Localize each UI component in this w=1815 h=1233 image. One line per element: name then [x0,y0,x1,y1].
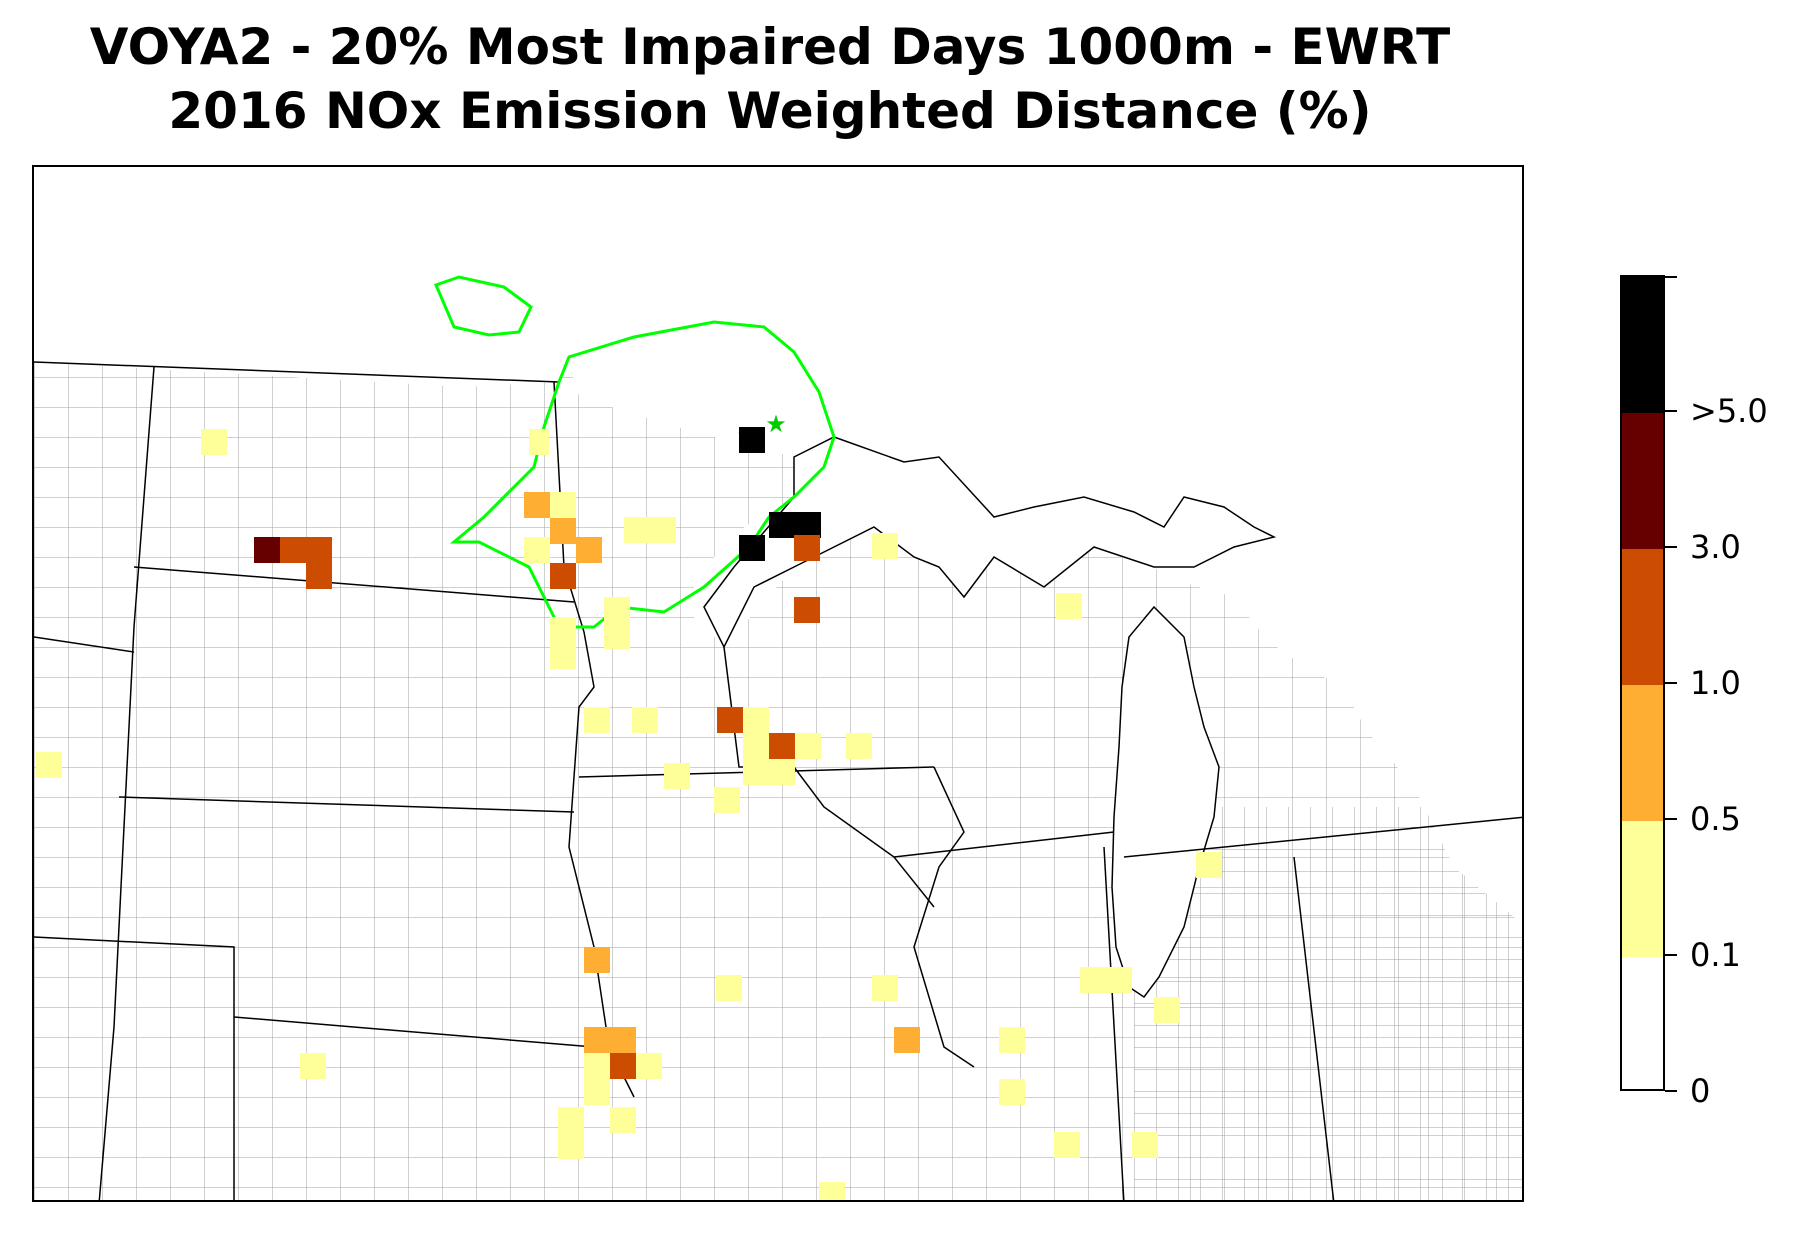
colorbar-tick [1665,546,1677,548]
colorbar-bin-4 [1622,413,1663,549]
cell-low [743,733,769,759]
colorbar-tick-label: 0 [1690,1072,1711,1110]
cell-low [999,1027,1025,1053]
cell-mid-high [769,733,795,759]
cell-low [584,707,610,733]
cell-low [584,1053,610,1079]
colorbar-bin-1 [1622,821,1663,957]
colorbar-tick-label: 1.0 [1690,664,1741,702]
colorbar-tick [1665,818,1677,820]
colorbar-bin-2 [1622,685,1663,821]
state-borders [34,361,1522,1200]
cell-mid-high [550,563,576,589]
cell-low [610,1107,636,1133]
map-svg: ★ [34,275,1522,1200]
cell-mid [576,537,602,563]
map-title-line-1: VOYA2 - 20% Most Impaired Days 1000m - E… [89,18,1451,76]
cell-low [743,759,795,785]
cell-low [558,1107,584,1159]
cell-mid-high [717,707,743,733]
star-icon: ★ [765,410,787,438]
cell-low [716,975,742,1001]
cell-mid-high [794,597,820,623]
impact-contour-island [433,275,533,337]
cell-mid [550,518,576,544]
impact-contour [449,320,836,629]
cell-low [846,733,872,759]
cell-low [664,763,690,789]
cell-low [1132,1132,1158,1158]
map-title-line-2: 2016 NOx Emission Weighted Distance (%) [168,82,1372,140]
cell-low [550,617,576,669]
colorbar [1620,275,1665,1091]
colorbar-tick [1665,1090,1677,1092]
cell-mid-high [280,537,332,563]
cell-low [300,1053,326,1079]
cell-low [795,733,821,759]
cell-mid [584,1027,636,1053]
cell-low [529,429,549,455]
cell-low [1196,852,1222,878]
cell-low [714,787,740,813]
cell-low [819,1182,845,1200]
colorbar-tick [1665,682,1677,684]
cell-low [624,517,676,543]
colorbar-bin-0 [1622,957,1663,1089]
colorbar-tick [1665,954,1677,956]
cell-high [254,537,280,563]
cell-mid [584,947,610,973]
cell-low [999,1079,1025,1105]
cell-low [36,752,62,778]
cell-low [524,537,550,563]
colorbar-tick-label: 0.1 [1690,936,1741,974]
cell-black [769,512,821,538]
map-panel: ★ [32,165,1524,1202]
cell-low [1054,1132,1080,1158]
colorbar-tick-label: 3.0 [1690,528,1741,566]
cell-low [201,429,227,455]
cell-low [1080,967,1132,993]
cell-mid-high [610,1053,636,1079]
lake-michigan [1111,605,1220,999]
cell-mid-high [794,535,820,561]
colorbar-bin-3 [1622,549,1663,685]
cell-low [872,975,898,1001]
colorbar-tick-label: >5.0 [1690,392,1768,430]
colorbar-tick [1665,410,1677,412]
cell-low [604,597,630,649]
cell-low [743,707,769,733]
cell-mid [894,1027,920,1053]
cell-low [584,1079,610,1105]
colorbar-bin-5 [1622,277,1663,413]
lake-superior [703,436,1277,649]
cell-low [1154,997,1180,1023]
cell-low [636,1053,662,1079]
colorbar-tick-label: 0.5 [1690,800,1741,838]
cell-low [1056,593,1082,619]
cell-low [632,707,658,733]
cell-mid-high [306,563,332,589]
cell-mid [524,492,550,518]
cell-low [872,533,898,559]
emission-cells [36,427,1222,1200]
colorbar-tick [1665,276,1677,278]
cell-black [739,427,765,453]
cell-black [739,535,765,561]
cell-low [550,492,576,518]
